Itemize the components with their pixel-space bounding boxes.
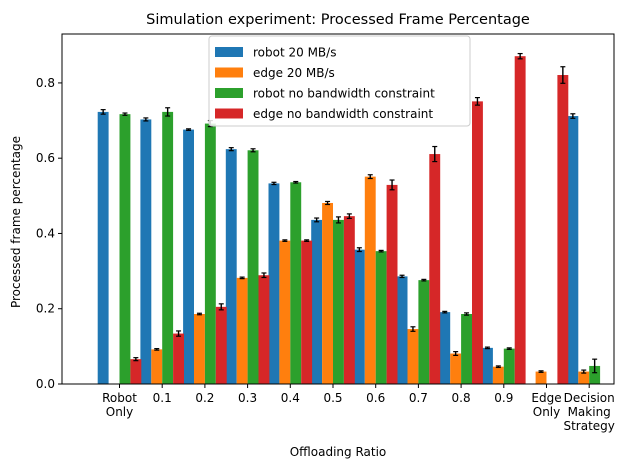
x-tick-label: Only — [106, 405, 134, 419]
y-tick-label: 0.2 — [36, 302, 55, 316]
plot-frame — [61, 33, 615, 385]
x-tick-label: Only — [533, 405, 561, 419]
bar — [353, 249, 365, 384]
x-tick-label: 0.2 — [195, 391, 214, 405]
bar — [567, 116, 579, 384]
bar — [268, 183, 280, 384]
x-tick-label: 0.5 — [323, 391, 342, 405]
bar — [578, 371, 590, 384]
legend-label: robot no bandwidth constraint — [253, 87, 435, 101]
bar — [204, 123, 216, 384]
bar — [119, 114, 131, 384]
bar — [535, 371, 547, 384]
x-tick-label: 0.6 — [366, 391, 385, 405]
bar — [333, 219, 344, 384]
bars-layer — [97, 56, 601, 385]
y-tick-label: 0.0 — [36, 377, 55, 391]
bar — [162, 111, 174, 385]
bar — [364, 176, 376, 384]
legend-label: edge no bandwidth constraint — [253, 107, 433, 121]
bar — [503, 348, 515, 384]
y-tick-label: 0.4 — [36, 226, 55, 240]
legend-swatch — [215, 47, 243, 57]
chart-title: Simulation experiment: Processed Frame P… — [146, 12, 530, 28]
legend: robot 20 MB/s edge 20 MB/s robot no bandwi… — [208, 35, 471, 127]
x-tick-label: 0.1 — [153, 391, 172, 405]
bar — [225, 149, 237, 384]
errorbars-layer — [100, 52, 598, 374]
legend-swatch — [215, 88, 243, 98]
x-tick-label: Strategy — [563, 419, 614, 433]
bar — [215, 306, 227, 384]
bar — [130, 359, 142, 384]
bar — [247, 150, 259, 384]
legend-swatch — [215, 108, 243, 119]
legend-label: edge 20 MB/s — [253, 66, 335, 80]
bar — [396, 276, 408, 384]
bar — [290, 182, 302, 384]
bar — [343, 216, 355, 384]
bar — [301, 240, 313, 384]
bar — [183, 129, 194, 384]
legend-swatch — [215, 67, 243, 78]
bar — [311, 219, 323, 384]
y-tick-label: 0.8 — [36, 76, 55, 90]
bar — [514, 56, 526, 384]
legend-box — [208, 35, 471, 127]
bar — [461, 314, 472, 384]
x-axis-label: Offloading Ratio — [290, 445, 387, 459]
x-tick-label: 0.3 — [238, 391, 257, 405]
bar — [279, 240, 291, 384]
x-tick-label: Edge — [531, 391, 561, 405]
bar — [97, 111, 109, 385]
bar — [482, 347, 493, 384]
bar — [151, 349, 163, 384]
bar — [375, 251, 387, 384]
bar — [236, 277, 248, 384]
x-tick-label: 0.7 — [409, 391, 428, 405]
y-axis-label: Processed frame percentage — [9, 136, 23, 308]
x-tick-label: Decision — [564, 391, 615, 405]
bar — [472, 101, 483, 385]
bar — [140, 119, 152, 385]
bar — [258, 275, 270, 384]
bar — [557, 75, 569, 385]
bar — [589, 365, 601, 384]
x-tick-label: 0.9 — [494, 391, 513, 405]
x-tick-label: Robot — [102, 391, 137, 405]
bar — [492, 366, 504, 384]
bar — [407, 329, 419, 384]
bar — [173, 333, 184, 384]
legend-label: robot 20 MB/s — [253, 46, 336, 60]
bar — [450, 353, 462, 384]
bar — [386, 184, 398, 384]
bar — [429, 154, 441, 384]
bar — [322, 202, 333, 384]
bar — [194, 314, 205, 384]
x-tick-label: 0.8 — [452, 391, 471, 405]
x-tick-label: Making — [568, 405, 611, 419]
y-tick-label: 0.6 — [36, 151, 55, 165]
bar — [418, 280, 430, 384]
bar — [439, 312, 451, 384]
x-tick-label: 0.4 — [281, 391, 300, 405]
